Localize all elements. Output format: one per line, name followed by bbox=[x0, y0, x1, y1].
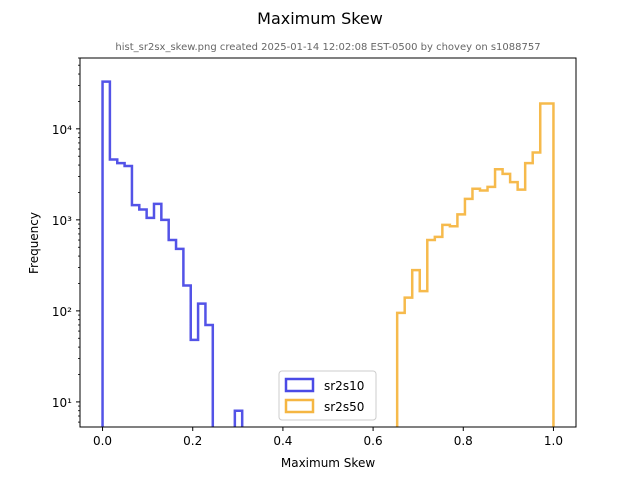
legend-swatch-sr2s10 bbox=[284, 377, 315, 393]
series-sr2s10-outline bbox=[101, 80, 244, 427]
plot-frame bbox=[79, 57, 577, 428]
legend-label-sr2s50: sr2s50 bbox=[324, 400, 364, 414]
y-axis-label: Frequency bbox=[27, 212, 41, 274]
x-tick-label: 0.8 bbox=[454, 434, 473, 448]
series-sr2s50-outline bbox=[395, 102, 555, 427]
y-axis-ticks: 10¹ 10² 10³ 10⁴ bbox=[52, 57, 80, 423]
y-tick-label: 10³ bbox=[52, 214, 72, 228]
x-tick-label: 0.6 bbox=[364, 434, 383, 448]
y-tick-label: 10¹ bbox=[52, 396, 72, 410]
x-axis-label: Maximum Skew bbox=[281, 456, 375, 470]
y-tick-label: 10⁴ bbox=[52, 123, 72, 137]
x-tick-label: 0.0 bbox=[93, 434, 112, 448]
chart-subtitle: hist_sr2sx_skew.png created 2025-01-14 1… bbox=[115, 42, 540, 53]
x-tick-label: 0.4 bbox=[273, 434, 292, 448]
legend: sr2s10 sr2s50 bbox=[278, 370, 377, 421]
legend-box bbox=[278, 370, 377, 421]
y-tick-label: 10² bbox=[52, 305, 72, 319]
x-tick-label: 1.0 bbox=[544, 434, 563, 448]
x-tick-label: 0.2 bbox=[183, 434, 202, 448]
series-layer bbox=[101, 80, 555, 427]
x-axis-ticks: 0.0 0.2 0.4 0.6 0.8 1.0 bbox=[93, 427, 563, 448]
chart-title: Maximum Skew bbox=[257, 9, 383, 28]
plot-area bbox=[101, 80, 555, 427]
legend-swatch-sr2s50 bbox=[284, 398, 315, 414]
legend-label-sr2s10: sr2s10 bbox=[324, 379, 364, 393]
